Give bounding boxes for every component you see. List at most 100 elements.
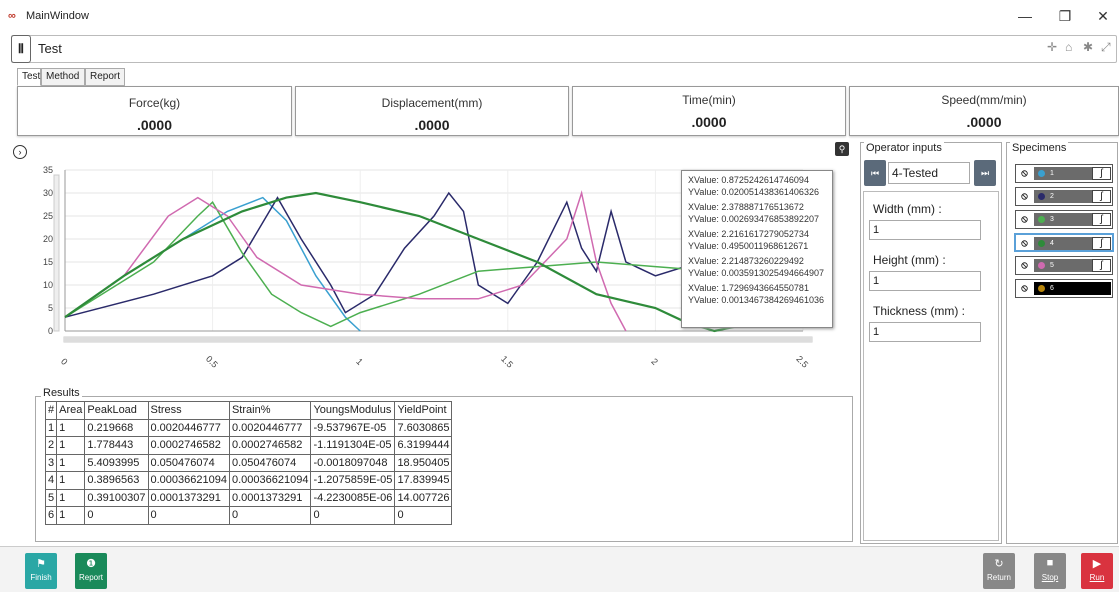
- specimen-number: 5: [1050, 262, 1054, 269]
- return-icon: ↻: [994, 558, 1004, 570]
- curve-chart[interactable]: 0 5 10 15 20 25 30 35 0 0.5 1 1.5 2 2.5: [13, 160, 855, 382]
- visibility-icon[interactable]: ⦸: [1021, 238, 1028, 249]
- table-cell: 0: [394, 506, 453, 525]
- table-row[interactable]: 5 1 0.39100307 0.0001373291 0.0001373291 -4.2…: [44, 488, 453, 507]
- specimen-color-dot: [1038, 193, 1045, 200]
- crosshair-icon[interactable]: ✛: [1047, 40, 1058, 54]
- column-header[interactable]: YoungsModulus: [310, 401, 396, 420]
- visibility-icon[interactable]: ⦸: [1021, 191, 1028, 202]
- table-cell: -1.2075859E-05: [310, 471, 396, 490]
- return-label: Return: [986, 573, 1011, 582]
- table-cell: 0.0001373291: [147, 488, 230, 507]
- x-tick-label: 1: [354, 356, 365, 367]
- specimen-item[interactable]: ⦸ 6: [1015, 279, 1113, 298]
- y-tick-label: 35: [43, 165, 53, 175]
- height-label: Height (mm) :: [873, 253, 946, 267]
- column-header[interactable]: YieldPoint: [394, 401, 453, 420]
- table-cell: -4.2230085E-06: [310, 488, 396, 507]
- visibility-icon[interactable]: ⦸: [1021, 283, 1028, 294]
- stop-button[interactable]: ■ Stop: [1034, 553, 1066, 589]
- table-row[interactable]: 2 1 1.778443 0.0002746582 0.0002746582 -1.119…: [44, 436, 453, 455]
- specimen-color-bar: 4: [1034, 237, 1092, 250]
- tooltip-x: XValue: 1.7296943664550781: [688, 283, 809, 293]
- specimen-color-dot: [1038, 216, 1045, 223]
- specimen-item[interactable]: ⦸ 1 ʃ: [1015, 164, 1113, 183]
- column-header[interactable]: Strain%: [228, 401, 312, 420]
- column-header[interactable]: Stress: [147, 401, 230, 420]
- home-icon[interactable]: ⌂: [1065, 40, 1073, 54]
- height-input[interactable]: 1: [869, 271, 981, 291]
- table-cell: 0: [228, 506, 312, 525]
- settings-icon[interactable]: ✱: [1083, 40, 1094, 54]
- tab-report[interactable]: Report: [85, 68, 125, 86]
- operator-fields-box: Width (mm) : 1 Height (mm) : 1 Thickness…: [863, 191, 999, 541]
- finish-button[interactable]: ⚑ Finish: [25, 553, 57, 589]
- column-header[interactable]: Area: [56, 401, 86, 420]
- table-cell: 0.0002746582: [147, 436, 230, 455]
- minimize-icon[interactable]: —: [1018, 8, 1032, 24]
- run-button[interactable]: ▶ Run: [1081, 553, 1113, 589]
- table-cell: 7.6030865: [394, 418, 453, 437]
- specimen-item[interactable]: ⦸ 4 ʃ: [1014, 233, 1114, 252]
- specimen-item[interactable]: ⦸ 3 ʃ: [1015, 210, 1113, 229]
- specimen-number: 1: [1050, 170, 1054, 177]
- expand-icon[interactable]: ⤢: [1101, 40, 1111, 54]
- zoom-icon[interactable]: ⚲: [835, 142, 849, 156]
- tab-test[interactable]: Test: [17, 68, 41, 86]
- x-tick-label: 0.5: [204, 354, 220, 370]
- report-button[interactable]: ❶ Report: [75, 553, 107, 589]
- table-row[interactable]: 1 1 0.219668 0.0020446777 0.0020446777 -9.537…: [44, 418, 453, 437]
- close-icon[interactable]: ✕: [1097, 8, 1109, 24]
- specimen-color-bar: 3: [1034, 213, 1092, 226]
- table-cell: 1: [56, 506, 86, 525]
- table-cell: 0.0002746582: [228, 436, 312, 455]
- width-input[interactable]: 1: [869, 220, 981, 240]
- first-specimen-button[interactable]: ⏮: [864, 160, 886, 186]
- y-tick-label: 10: [43, 280, 53, 290]
- results-group: Results # Area PeakLoad Stress Strain% Youngs…: [35, 387, 853, 543]
- tooltip-x: XValue: 2.378887176513672: [688, 202, 804, 212]
- flag-icon: ⚑: [36, 558, 46, 570]
- pin-icon[interactable]: Ⅱ: [11, 35, 31, 63]
- specimen-number: 2: [1050, 193, 1054, 200]
- time-readout: Time(min) .0000: [572, 86, 846, 136]
- break-icon: ʃ: [1092, 259, 1111, 272]
- app-logo: ∞: [8, 10, 16, 22]
- x-tick-label: 2: [649, 356, 660, 367]
- series-line: [64, 201, 774, 328]
- table-cell: -9.537967E-05: [310, 418, 396, 437]
- readout-value: .0000: [691, 114, 727, 130]
- specimen-number: 3: [1050, 216, 1054, 223]
- play-icon: ▶: [1092, 558, 1102, 570]
- readout-label: Displacement(mm): [381, 96, 483, 110]
- table-cell: 17.839945: [394, 471, 453, 490]
- last-specimen-button[interactable]: ⏭: [974, 160, 996, 186]
- visibility-icon[interactable]: ⦸: [1021, 214, 1028, 225]
- table-cell: 0.050476074: [147, 453, 230, 472]
- operator-inputs-title: Operator inputs: [864, 142, 944, 154]
- tooltip-y: YValue: 0.002693476853892207: [688, 213, 819, 224]
- tab-method[interactable]: Method: [41, 68, 85, 86]
- table-cell: 1: [56, 453, 86, 472]
- table-cell: 2: [44, 436, 58, 455]
- visibility-icon[interactable]: ⦸: [1021, 168, 1028, 179]
- specimen-item[interactable]: ⦸ 5 ʃ: [1015, 256, 1113, 275]
- table-cell: 5: [44, 488, 58, 507]
- column-header[interactable]: #: [44, 401, 58, 420]
- return-button[interactable]: ↻ Return: [983, 553, 1015, 589]
- stop-label: Stop: [1041, 573, 1059, 582]
- value-tooltip: XValue: 0.8725242614746094 YValue: 0.0200…: [681, 170, 833, 328]
- thickness-input[interactable]: 1: [869, 322, 981, 342]
- table-row[interactable]: 3 1 5.4093995 0.050476074 0.050476074 -0.0018…: [44, 453, 453, 472]
- specimen-selector[interactable]: 4-Tested: [888, 162, 970, 184]
- visibility-icon[interactable]: ⦸: [1021, 260, 1028, 271]
- column-header[interactable]: PeakLoad: [84, 401, 149, 420]
- readout-label: Force(kg): [128, 96, 181, 110]
- specimen-item[interactable]: ⦸ 2 ʃ: [1015, 187, 1113, 206]
- collapse-chevron-icon[interactable]: ›: [13, 145, 27, 159]
- restore-icon[interactable]: ❐: [1058, 8, 1072, 24]
- break-icon: ʃ: [1092, 213, 1111, 226]
- specimen-color-bar: 5: [1034, 259, 1092, 272]
- table-row[interactable]: 4 1 0.3896563 0.00036621094 0.00036621094 -1.…: [44, 471, 453, 490]
